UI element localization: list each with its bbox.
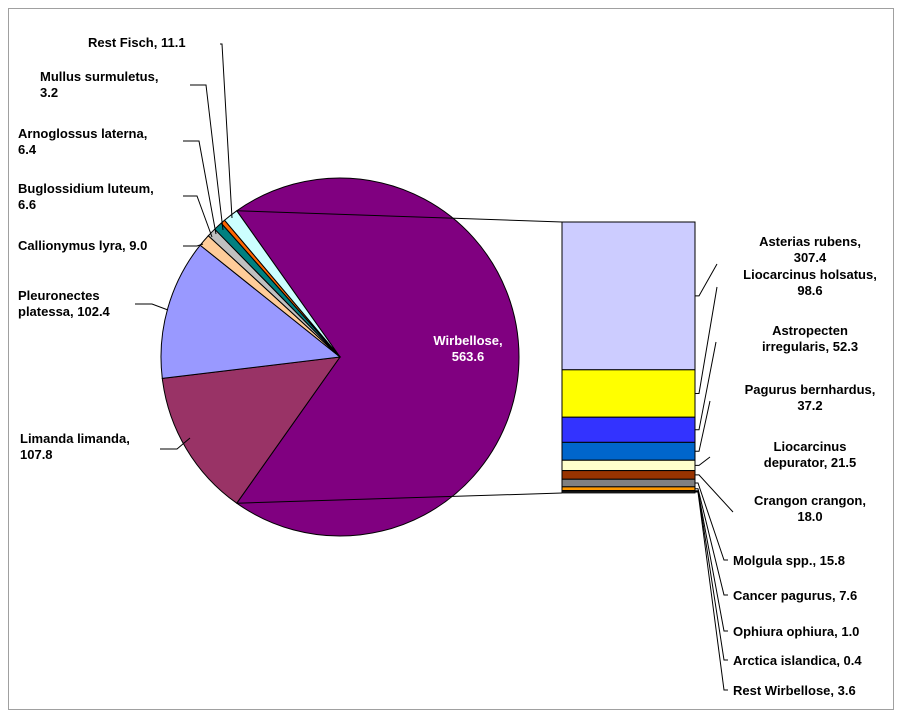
pie-label-mullus-surmuletus: Mullus surmuletus, 3.2 xyxy=(40,69,158,100)
bar-segment-astropecten-irregularis xyxy=(561,416,696,443)
leader-line-liocarcinus-depurator xyxy=(695,456,711,466)
leader-line-pleuronectes-platessa xyxy=(135,303,169,311)
leader-line-cancer-pagurus xyxy=(695,488,728,596)
pie-slice-rest-fisch xyxy=(223,210,341,358)
leader-line-asterias-rubens xyxy=(695,263,718,297)
leader-line-crangon-crangon xyxy=(695,474,734,513)
pie-label-buglossidium-luteum: Buglossidium luteum, 6.6 xyxy=(18,181,154,212)
leader-line-molgula-spp xyxy=(695,482,728,561)
pie-slice-pleuronectes-platessa xyxy=(160,244,342,379)
leader-line-mullus-surmuletus xyxy=(190,84,224,231)
bar-label-cancer-pagurus: Cancer pagurus, 7.6 xyxy=(733,588,857,603)
leader-line-ophiura-ophiura xyxy=(695,490,728,632)
bar-segment-liocarcinus-holsatus xyxy=(561,369,696,418)
leader-line-callionymus-lyra xyxy=(183,243,204,247)
chart-frame xyxy=(8,8,894,710)
leader-line-rest-wirbellose xyxy=(695,491,728,691)
pie-label-arnoglossus-laterna: Arnoglossus laterna, 6.4 xyxy=(18,126,147,157)
bar-label-molgula-spp: Molgula spp., 15.8 xyxy=(733,553,845,568)
leader-line-rest-fisch xyxy=(220,43,233,219)
pie-label-callionymus-lyra: Callionymus lyra, 9.0 xyxy=(18,238,147,253)
leader-line-arnoglossus-laterna xyxy=(183,140,217,235)
bar-label-rest-wirbellose: Rest Wirbellose, 3.6 xyxy=(733,683,856,698)
bar-segment-asterias-rubens xyxy=(561,221,696,371)
bar-label-ophiura-ophiura: Ophiura ophiura, 1.0 xyxy=(733,624,859,639)
leader-line-limanda-limanda xyxy=(160,437,191,450)
pie-label-rest-fisch: Rest Fisch, 11.1 xyxy=(88,35,186,50)
pie-slice-wirbellose xyxy=(236,177,520,537)
pie-label-wirbellose: Wirbellose, 563.6 xyxy=(433,333,502,364)
connector-line-bottom xyxy=(236,492,563,504)
bar-segment-pagurus-bernhardus xyxy=(561,441,696,461)
bar-label-arctica-islandica: Arctica islandica, 0.4 xyxy=(733,653,862,668)
bar-label-astropecten-irregularis: Astropecten irregularis, 52.3 xyxy=(762,323,858,354)
bar-segment-liocarcinus-depurator xyxy=(561,459,696,472)
bar-label-crangon-crangon: Crangon crangon, 18.0 xyxy=(754,493,866,524)
leader-line-liocarcinus-holsatus xyxy=(695,286,718,394)
leader-line-buglossidium-luteum xyxy=(183,195,213,238)
bar-segment-cancer-pagurus xyxy=(561,486,696,492)
leader-line-arctica-islandica xyxy=(695,490,728,661)
bar-label-liocarcinus-holsatus: Liocarcinus holsatus, 98.6 xyxy=(743,267,877,298)
bar-label-liocarcinus-depurator: Liocarcinus depurator, 21.5 xyxy=(764,439,856,470)
bar-label-asterias-rubens: Asterias rubens, 307.4 xyxy=(759,234,861,265)
bar-segment-rest-wirbellose xyxy=(561,490,696,494)
bar-segment-molgula-spp xyxy=(561,478,696,488)
connector-line-top xyxy=(236,210,563,223)
pie-slice-limanda-limanda xyxy=(161,356,342,504)
pie-label-limanda-limanda: Limanda limanda, 107.8 xyxy=(20,431,130,462)
bar-label-pagurus-bernhardus: Pagurus bernhardus, 37.2 xyxy=(745,382,876,413)
leader-line-pagurus-bernhardus xyxy=(695,400,711,452)
leader-line-astropecten-irregularis xyxy=(695,341,717,431)
pie-label-pleuronectes-platessa: Pleuronectes platessa, 102.4 xyxy=(18,288,111,319)
bar-segment-crangon-crangon xyxy=(561,470,696,480)
